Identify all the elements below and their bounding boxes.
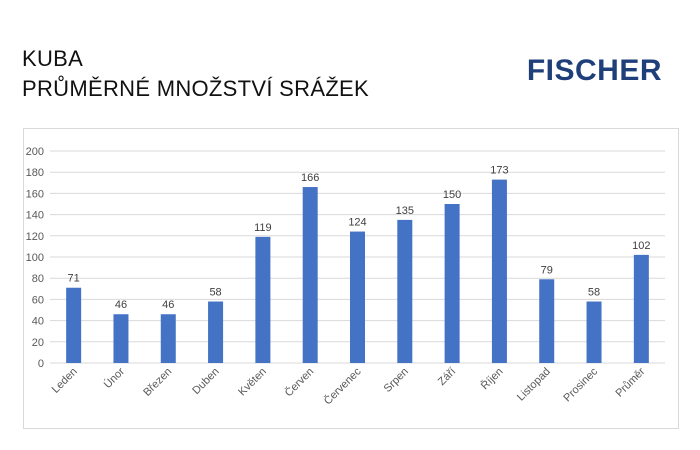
data-label: 150	[443, 189, 461, 201]
data-label: 135	[396, 205, 414, 217]
y-tick-label: 180	[26, 167, 44, 179]
x-tick-label: Únor	[101, 365, 127, 391]
x-tick-label: Listopad	[515, 366, 553, 404]
y-tick-label: 20	[32, 337, 44, 349]
x-tick-label: Červenec	[321, 365, 364, 408]
y-tick-label: 40	[32, 316, 44, 328]
title-line-country: KUBA	[22, 46, 84, 71]
x-tick-label: Září	[436, 366, 458, 388]
bar	[539, 279, 555, 363]
bar	[208, 301, 224, 363]
x-tick-label: Srpen	[382, 366, 411, 395]
x-tick-label: Leden	[50, 366, 80, 396]
y-tick-label: 60	[32, 294, 44, 306]
bar	[255, 236, 271, 363]
data-label: 119	[254, 222, 272, 234]
bar	[160, 314, 176, 363]
y-tick-label: 0	[38, 358, 44, 370]
x-tick-label: Červen	[282, 365, 316, 399]
y-tick-label: 160	[26, 188, 44, 200]
chart-area: 0 20 40 60 80 100 120 140 160 180 200 71 46 46 58 119 16…	[23, 128, 679, 429]
data-label: 79	[541, 264, 553, 276]
bar	[444, 204, 460, 363]
y-tick-label: 200	[26, 146, 44, 158]
y-tick-label: 140	[26, 210, 44, 222]
chart-title: KUBA PRŮMĚRNÉ MNOŽSTVÍ SRÁŽEK	[22, 44, 369, 104]
data-label: 102	[632, 240, 650, 252]
x-tick-label: Květen	[236, 366, 269, 399]
fischer-logo: FISCHER	[526, 54, 662, 87]
data-label: 173	[490, 165, 508, 177]
bar	[302, 187, 318, 363]
data-label: 46	[115, 299, 127, 311]
x-tick-label: Prosinec	[561, 365, 600, 404]
data-label: 71	[68, 273, 80, 285]
x-tick-label: Duben	[190, 366, 221, 397]
data-label: 58	[209, 287, 221, 299]
bar	[350, 231, 365, 363]
data-label: 46	[162, 299, 174, 311]
bar	[586, 301, 602, 363]
bar	[397, 219, 413, 363]
bar-chart: 0 20 40 60 80 100 120 140 160 180 200 71 46 46 58 119 16…	[26, 146, 665, 408]
x-tick-label: Březen	[141, 366, 174, 399]
y-tick-label: 80	[32, 273, 44, 285]
x-tick-label: Průměr	[613, 365, 647, 399]
bar	[633, 254, 649, 363]
x-tick-label: Říjen	[478, 365, 505, 392]
title-line-subject: PRŮMĚRNÉ MNOŽSTVÍ SRÁŽEK	[22, 76, 370, 101]
y-tick-label: 120	[26, 231, 44, 243]
bar	[66, 287, 82, 363]
data-label: 58	[588, 287, 600, 299]
bar	[491, 179, 507, 363]
data-label: 124	[348, 217, 366, 229]
data-label: 166	[301, 172, 319, 184]
bar	[113, 314, 129, 363]
y-tick-label: 100	[26, 252, 44, 264]
